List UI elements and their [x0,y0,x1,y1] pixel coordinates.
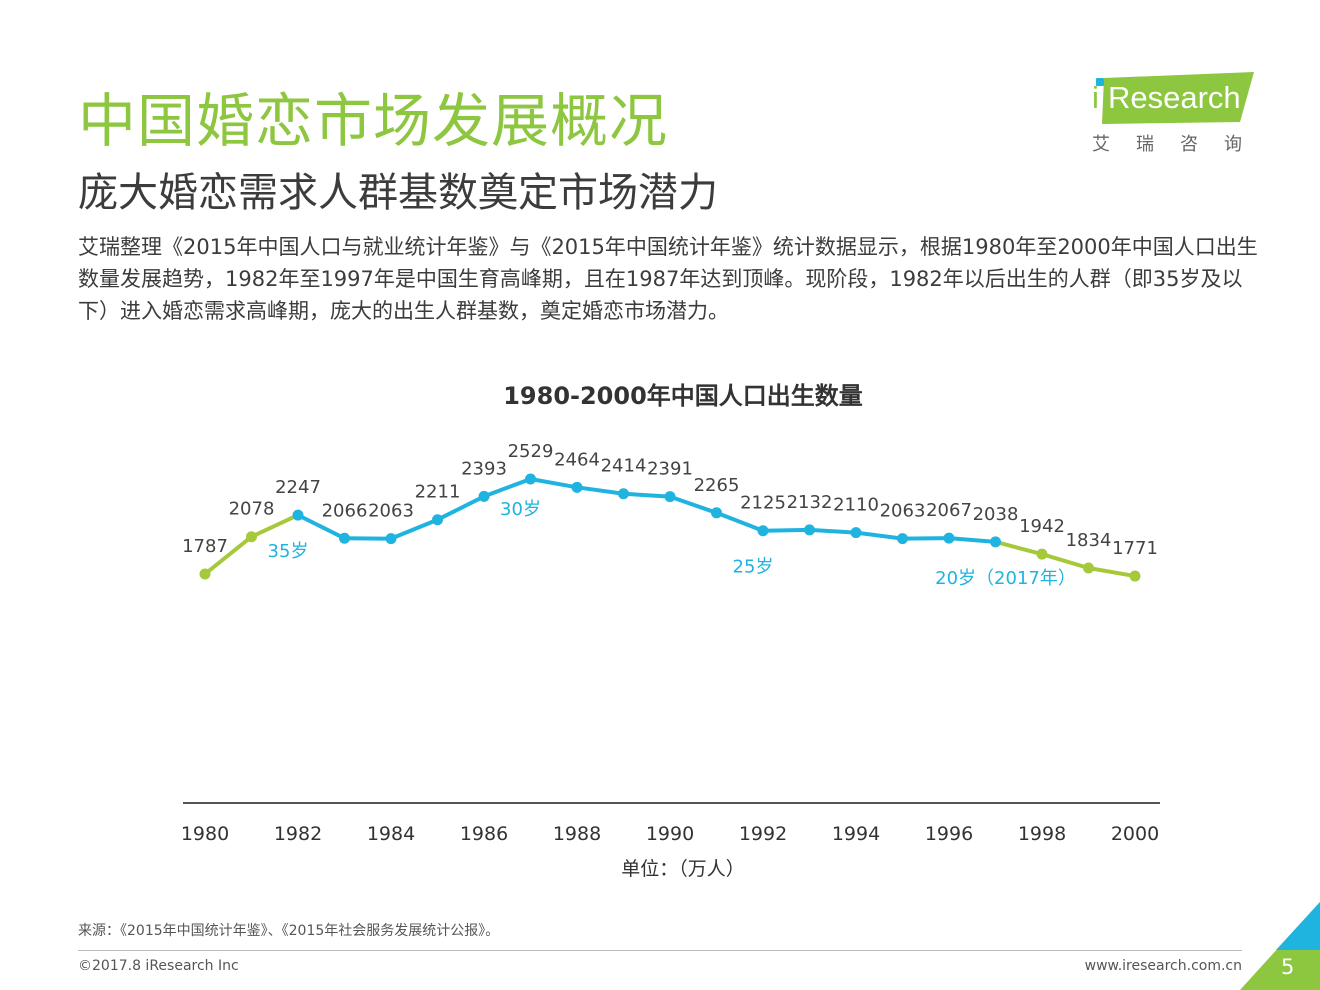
data-label: 2125 [740,493,786,514]
data-label: 1942 [1019,516,1065,537]
unit-label: 单位：（万人） [621,858,745,880]
series-segment [900,536,951,541]
intro-paragraph: 艾瑞整理《2015年中国人口与就业统计年鉴》与《2015年中国统计年鉴》统计数据… [78,235,1258,323]
x-tick-label: 1980 [181,823,229,845]
data-point [618,488,629,500]
x-tick-label: 1986 [460,823,508,845]
data-label: 1787 [182,536,228,557]
data-label: 2414 [601,456,647,477]
data-label: 2132 [787,492,833,513]
series-segment [807,527,858,535]
logo-chinese-name: 艾瑞咨询 [1092,134,1268,155]
logo-i: i [1092,80,1099,115]
data-point [757,525,769,537]
series-segment [854,530,905,541]
data-label: 2211 [415,482,461,503]
series-segment [575,485,626,496]
copyright: ©2017.8 iResearch Inc [78,958,239,974]
data-point [246,531,257,543]
data-point [1083,562,1094,574]
data-point [432,514,443,526]
iresearch-logo: i Research 艾瑞咨询 [1088,70,1258,155]
footer-divider [78,950,1242,951]
data-label: 1834 [1066,530,1112,551]
logo-dot-icon [1096,78,1104,86]
data-label: 2066 [322,500,368,521]
website-link[interactable]: www.iresearch.com.cn [1084,958,1242,974]
data-point [385,533,397,545]
logo-text: Research [1108,80,1241,115]
series-segment [528,477,579,490]
series-segment [761,527,812,533]
series-segment [1040,552,1091,570]
series-segment [1086,565,1137,579]
data-point [1129,570,1141,582]
x-tick-label: 1998 [1018,823,1066,845]
x-tick-label: 2000 [1111,823,1159,845]
x-tick-label: 1994 [832,823,880,845]
series-segment [296,513,347,541]
data-point [990,536,1001,548]
data-label: 2063 [368,501,414,522]
data-point [943,532,955,544]
series-segment [993,539,1044,557]
age-annotation: 30岁 [500,499,541,520]
series-segment [482,477,533,499]
series-segment [435,494,486,522]
chart-title: 1980-2000年中国人口出生数量 [503,382,863,410]
data-point [292,509,304,521]
age-annotation: 35岁 [268,541,309,562]
x-tick-label: 1988 [553,823,601,845]
data-point [850,527,862,539]
page-number: 5 [1281,955,1295,979]
data-label: 2078 [229,499,275,520]
data-label: 2067 [926,500,972,521]
series-segment [389,517,440,541]
data-label: 2247 [275,477,321,498]
data-label: 2265 [694,475,740,496]
data-label: 2464 [554,449,600,470]
series-segment [621,491,672,499]
series-segment [668,494,719,515]
series-segment [714,510,765,533]
x-tick-label: 1984 [367,823,415,845]
data-point [339,532,350,544]
data-label: 2391 [647,459,693,480]
data-label: 2110 [833,495,879,516]
x-tick-label: 1992 [739,823,787,845]
age-annotation: 20岁（2017年） [935,568,1076,589]
data-point [525,473,536,485]
data-label: 1771 [1112,538,1158,559]
logo-banner-shape [1102,72,1254,124]
series-segment [203,534,254,576]
series-segment [947,536,998,544]
data-point [664,491,676,503]
data-label: 2393 [461,458,507,479]
source-note: 来源：《2015年中国统计年鉴》、《2015年社会服务发展统计公报》。 [78,923,500,939]
data-point [1036,548,1048,560]
data-point [804,524,815,536]
series-segment [249,513,300,539]
data-label: 2038 [973,504,1019,525]
x-tick-label: 1990 [646,823,694,845]
age-annotation: 25岁 [733,557,774,578]
data-point [199,568,211,580]
data-point [711,507,722,519]
page-subtitle: 庞大婚恋需求人群基数奠定市场潜力 [78,170,718,216]
x-tick-label: 1996 [925,823,973,845]
data-label: 2063 [880,501,926,522]
page-title: 中国婚恋市场发展概况 [78,87,669,155]
x-tick-label: 1982 [274,823,322,845]
data-point [571,481,583,493]
data-label: 2529 [508,441,554,462]
data-point [478,490,490,502]
data-point [897,533,908,545]
